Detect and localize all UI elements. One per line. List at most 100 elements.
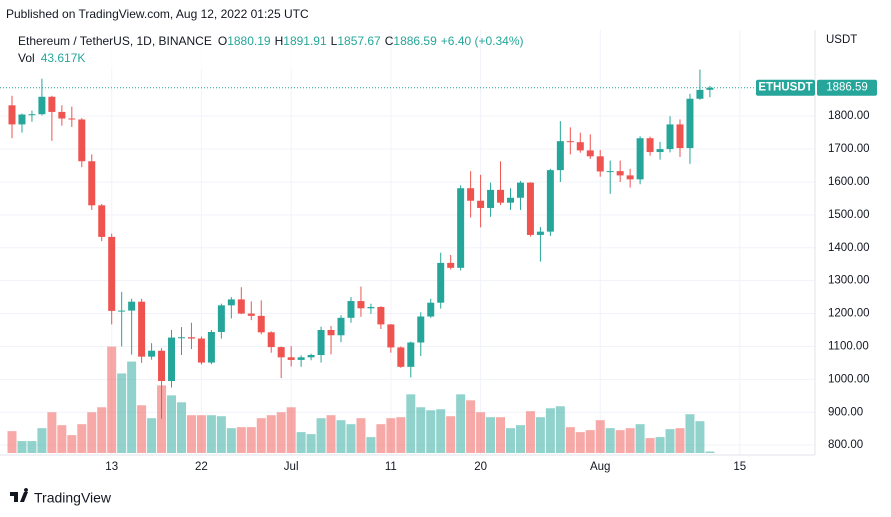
candle-body: [327, 330, 335, 336]
volume-bar: [77, 424, 87, 453]
plot-area: [0, 30, 815, 455]
volume-bar: [515, 425, 525, 453]
candle-body: [497, 189, 505, 203]
y-tick-label: 1100.00: [828, 340, 869, 352]
volume-bar: [196, 415, 206, 453]
volume-bar: [496, 417, 506, 453]
candle-body: [616, 171, 624, 176]
volume-bar: [87, 412, 97, 453]
y-tick-label: 800.00: [828, 439, 863, 451]
x-tick-label: 15: [733, 461, 746, 473]
candle-body: [88, 161, 96, 206]
candle-body: [686, 98, 694, 149]
volume-bar: [545, 408, 555, 453]
candle-body: [177, 337, 185, 339]
candle-body: [666, 124, 674, 150]
candle-body: [507, 197, 514, 203]
candle-body: [108, 236, 116, 311]
symbol-tag: [756, 79, 815, 96]
candle-body: [148, 350, 156, 357]
candle-body: [427, 302, 435, 317]
volume-bar: [456, 394, 466, 453]
candle-body: [626, 175, 634, 180]
candle-body: [28, 114, 36, 116]
volume-bar: [246, 427, 256, 453]
candle-body: [636, 138, 644, 180]
candle-body: [128, 301, 136, 311]
candle-body: [227, 299, 235, 306]
candle-body: [118, 310, 126, 312]
volume-bar: [685, 414, 695, 453]
candle-body: [397, 347, 405, 367]
volume-bar: [665, 429, 675, 453]
candle-body: [287, 357, 295, 360]
volume-bar: [107, 346, 117, 453]
candle-body: [457, 188, 465, 268]
volume-bar: [386, 418, 396, 453]
brand: TradingView: [34, 490, 112, 506]
candle-body: [367, 306, 375, 309]
volume-bar: [476, 412, 486, 453]
volume-bar: [356, 418, 366, 453]
candle-body: [556, 141, 564, 171]
candle-body: [197, 338, 205, 363]
volume-bar: [276, 412, 286, 453]
volume-bar: [695, 421, 705, 453]
volume-bar: [67, 435, 77, 453]
x-tick-label: 13: [105, 461, 118, 473]
logo-mark: [10, 488, 29, 502]
volume-bar: [57, 425, 67, 453]
volume-bar: [206, 415, 216, 453]
candle-body: [307, 355, 315, 358]
volume-bar: [346, 424, 356, 453]
volume-bar: [486, 417, 496, 453]
unit-bg: [817, 30, 891, 54]
candle-body: [417, 316, 425, 343]
candle-body: [437, 262, 445, 303]
volume-bar: [436, 409, 446, 453]
volume-bar: [216, 416, 226, 453]
volume-bar: [655, 437, 665, 453]
candle-body: [696, 89, 704, 99]
candle-body: [477, 200, 485, 208]
candle-body: [317, 330, 325, 355]
volume-bar: [416, 407, 426, 453]
volume-bar: [186, 415, 196, 453]
volume-bar: [506, 428, 515, 453]
candle-body: [38, 96, 46, 115]
volume-bar: [286, 407, 296, 453]
volume-bar: [625, 428, 635, 453]
candle-body: [447, 262, 455, 268]
x-tick-label: 22: [195, 461, 208, 473]
volume-bar: [326, 415, 336, 453]
candle-body: [676, 124, 684, 149]
y-tick-label: 1800.00: [828, 110, 870, 122]
candle-body: [516, 182, 524, 198]
volume-legend: Vol 43.617K: [18, 51, 85, 65]
volume-bar: [406, 394, 416, 453]
candle-body: [377, 306, 385, 325]
volume-bar: [167, 395, 177, 453]
h-key: H: [275, 34, 284, 48]
volume-bar: [565, 427, 575, 453]
candle-body: [546, 170, 554, 232]
volume-bar: [147, 418, 157, 453]
y-tick-label: 1500.00: [828, 209, 870, 221]
volume-bar: [176, 402, 186, 453]
symbol-title: Ethereum / TetherUS, 1D, BINANCE: [18, 34, 212, 48]
y-tick-label: 1400.00: [828, 242, 870, 254]
y-unit: USDT: [826, 34, 857, 46]
price-tag: [817, 79, 877, 96]
candle-body: [8, 105, 16, 125]
candle-body: [48, 96, 56, 112]
volume-bar: [316, 418, 326, 453]
candle-body: [78, 119, 86, 162]
c-value: 1886.59: [393, 34, 437, 48]
legend-bg: [0, 30, 360, 70]
volume-bar: [635, 424, 645, 453]
change: +6.40 (+0.34%): [441, 34, 524, 48]
x-tick-label: 11: [385, 461, 397, 473]
volume-bar: [645, 438, 655, 453]
x-tick-label: Aug: [590, 461, 610, 473]
